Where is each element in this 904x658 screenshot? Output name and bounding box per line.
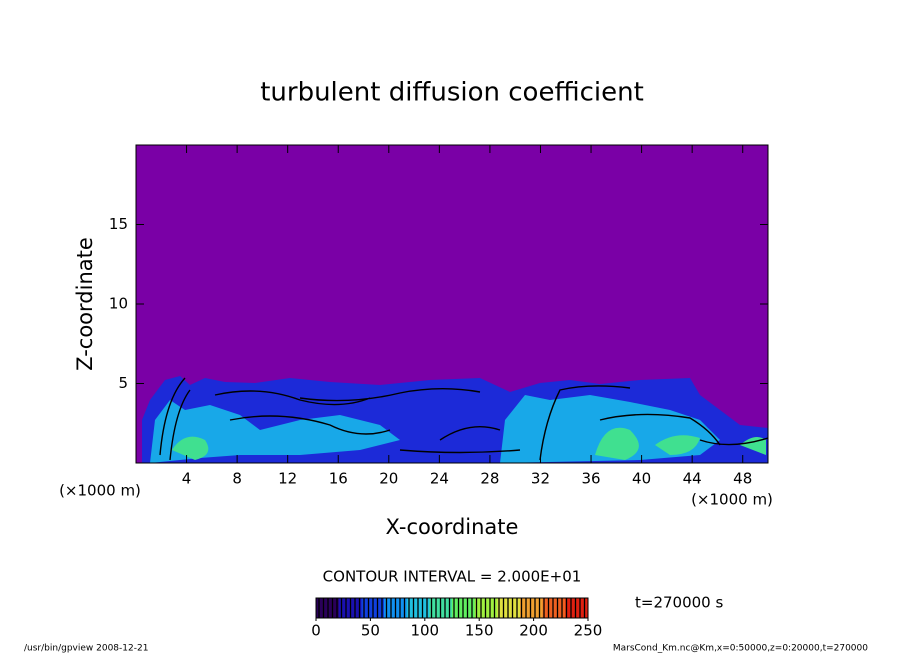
turbulent-green [172, 427, 766, 460]
x-tick-label: 12 [278, 470, 297, 488]
x-tick-label: 40 [632, 470, 651, 488]
colorbar-tick-label: 100 [410, 622, 439, 640]
colorbar-tick-label: 250 [574, 622, 603, 640]
colorbar-tick-label: 50 [361, 622, 380, 640]
x-tick-label: 36 [581, 470, 600, 488]
colorbar-tick-label: 200 [519, 622, 548, 640]
field [142, 376, 769, 463]
contour-interval: CONTOUR INTERVAL = 2.000E+01 [323, 568, 582, 586]
y-tick-label: 5 [118, 374, 128, 392]
x-tick-label: 16 [329, 470, 348, 488]
x-unit-left: (×1000 m) [59, 482, 141, 500]
y-tick-label: 15 [109, 215, 128, 233]
colorbar: 0 50 100 150 200 250 [311, 597, 603, 640]
footer-right: MarsCond_Km.nc@Km,x=0:50000,z=0:20000,t=… [613, 644, 868, 654]
y-tick-label: 10 [109, 295, 128, 313]
x-tick-label: 24 [430, 470, 449, 488]
x-tick-label: 32 [531, 470, 550, 488]
x-tick-label: 8 [232, 470, 242, 488]
colorbar-tick-label: 150 [465, 622, 494, 640]
turbulent-cyan [150, 400, 400, 463]
colorbar-frame [315, 597, 589, 619]
footer-left: /usr/bin/gpview 2008-12-21 [24, 644, 148, 654]
colorbar-tick-label: 0 [311, 622, 321, 640]
x-tick-label: 44 [683, 470, 702, 488]
chart-title: turbulent diffusion coefficient [260, 78, 644, 108]
contour-lines [159, 377, 769, 461]
y-axis-label: Z-coordinate [73, 237, 97, 371]
time-label: t=270000 s [635, 594, 723, 612]
x-tick-label: 28 [480, 470, 499, 488]
x-tick-label: 4 [182, 470, 192, 488]
x-tick-label: 20 [379, 470, 398, 488]
x-axis-label: X-coordinate [386, 515, 519, 539]
x-unit: (×1000 m) [691, 491, 773, 509]
x-tick-label: 48 [733, 470, 752, 488]
